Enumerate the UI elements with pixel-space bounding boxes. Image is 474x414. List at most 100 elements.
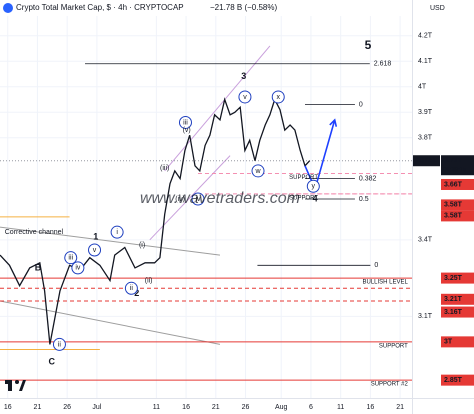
last-price-name: TOTAL [415, 158, 438, 165]
wave-label: B [35, 262, 42, 272]
level-badge [441, 293, 474, 305]
y-tick-label: 4.1T [418, 58, 433, 65]
y-tick-label: 3.9T [418, 109, 433, 116]
wave-label: i [116, 229, 118, 236]
level-badge-label: 2.85T [444, 377, 463, 384]
annotations: SUPPORT SUPPORT BULLISH LEVEL SUPPORT SUPPOR… [5, 38, 409, 388]
wave-label: 2 [134, 288, 139, 298]
wave-label: iii [183, 119, 188, 126]
wave-circle [71, 261, 85, 275]
level-badge-label: 3.16T [444, 309, 463, 316]
wave-label: y [312, 183, 316, 190]
wave-circle [306, 179, 320, 193]
forecast-arrowhead [329, 118, 338, 127]
level-label: SUPPORT #2 [371, 382, 409, 388]
price-change: −21.78 B (−0.58%) [210, 3, 277, 12]
wave-label: 4 [313, 193, 318, 203]
wave-label: iii [68, 255, 73, 262]
x-tick-label: 21 [396, 404, 404, 411]
last-price-label: 3.71T [444, 158, 463, 165]
level-badge [441, 374, 474, 386]
wave-label: x [276, 94, 280, 101]
level-badge [441, 178, 474, 190]
x-tick-label: 21 [34, 404, 42, 411]
last-price-badge [441, 155, 474, 176]
wave-label: 5 [365, 38, 372, 52]
wave-label: iv [75, 265, 81, 272]
wave-label: (v) [183, 127, 191, 134]
level-badge-label: 3.25T [444, 275, 463, 282]
wave-circle [52, 337, 66, 351]
wave-label: C [48, 357, 55, 367]
x-tick-label: Jul [92, 404, 101, 411]
level-badge-label: 3T [444, 339, 453, 346]
last-price-name-badge [413, 155, 440, 167]
x-tick-label: Aug [275, 404, 288, 411]
trendline [164, 45, 271, 172]
level-badge [441, 306, 474, 318]
wave-label: v [243, 94, 247, 101]
x-tick-label: 21 [212, 404, 220, 411]
y-tick-label: 3.4T [418, 237, 433, 244]
level-badge [441, 210, 474, 222]
wave-label: w [254, 168, 261, 175]
wave-label: ii [130, 285, 134, 292]
trendline [0, 300, 221, 345]
level-label: SUPPORT [289, 175, 318, 181]
x-tick-label: 16 [182, 404, 190, 411]
y-tick-label: 4.2T [418, 33, 433, 40]
wave-label: v [93, 247, 97, 254]
y-tick-label: 4T [418, 84, 427, 91]
fib-label: 0.382 [359, 175, 377, 182]
level-badge [441, 272, 474, 284]
x-tick-label: 26 [242, 404, 250, 411]
level-label: BULLISH LEVEL [362, 280, 408, 286]
wave-circle [238, 90, 252, 104]
fib-label: 2.618 [374, 61, 392, 68]
grid [0, 16, 412, 398]
tradingview-logo [5, 380, 26, 391]
wave-circle [88, 243, 102, 257]
y-tick-label: 3.8T [418, 135, 433, 142]
x-tick-label: 16 [366, 404, 374, 411]
level-badge-label: 3.58T [444, 213, 463, 220]
wave-circle [64, 251, 78, 265]
wave-label: (iii) [160, 165, 169, 172]
level-badge-label: 3.66T [444, 181, 463, 188]
wave-label: (i) [139, 242, 145, 249]
x-tick-label: 16 [4, 404, 12, 411]
wave-label: 3 [241, 71, 246, 81]
wave-label: 1 [93, 232, 98, 242]
wave-circle [251, 164, 265, 178]
fib-label: 0 [359, 101, 363, 108]
level-badge [441, 199, 474, 211]
level-badge-label: 3.58T [444, 202, 463, 209]
trendline [0, 226, 221, 256]
symbol-icon [3, 3, 13, 13]
wave-label: (iv) [175, 196, 185, 203]
wave-circle [191, 192, 205, 206]
note: Corrective channel [5, 229, 64, 236]
wave-circle [110, 225, 124, 239]
level-label: SUPPORT [289, 195, 318, 201]
fib-label: 0.5 [359, 196, 369, 203]
y-tick-label: 3.1T [418, 313, 433, 320]
wave-circle [124, 281, 138, 295]
price-line [0, 97, 311, 345]
x-tick-label: 6 [309, 404, 313, 411]
wave-label: ii [58, 341, 62, 348]
wave-circle [178, 115, 192, 129]
wave-label: iv [195, 196, 201, 203]
chart-title: Crypto Total Market Cap, $ · 4h · CRYPTO… [16, 3, 184, 12]
level-label: SUPPORT [379, 343, 408, 349]
x-tick-label: 11 [337, 404, 344, 411]
level-badge-label: 3.21T [444, 296, 463, 303]
currency: USD [430, 5, 445, 12]
wave-label: (ii) [145, 277, 153, 284]
watermark: www.wavetraders.com [140, 190, 300, 207]
x-tick-label: 11 [153, 404, 160, 411]
countdown: 01:39:15 [443, 167, 467, 173]
